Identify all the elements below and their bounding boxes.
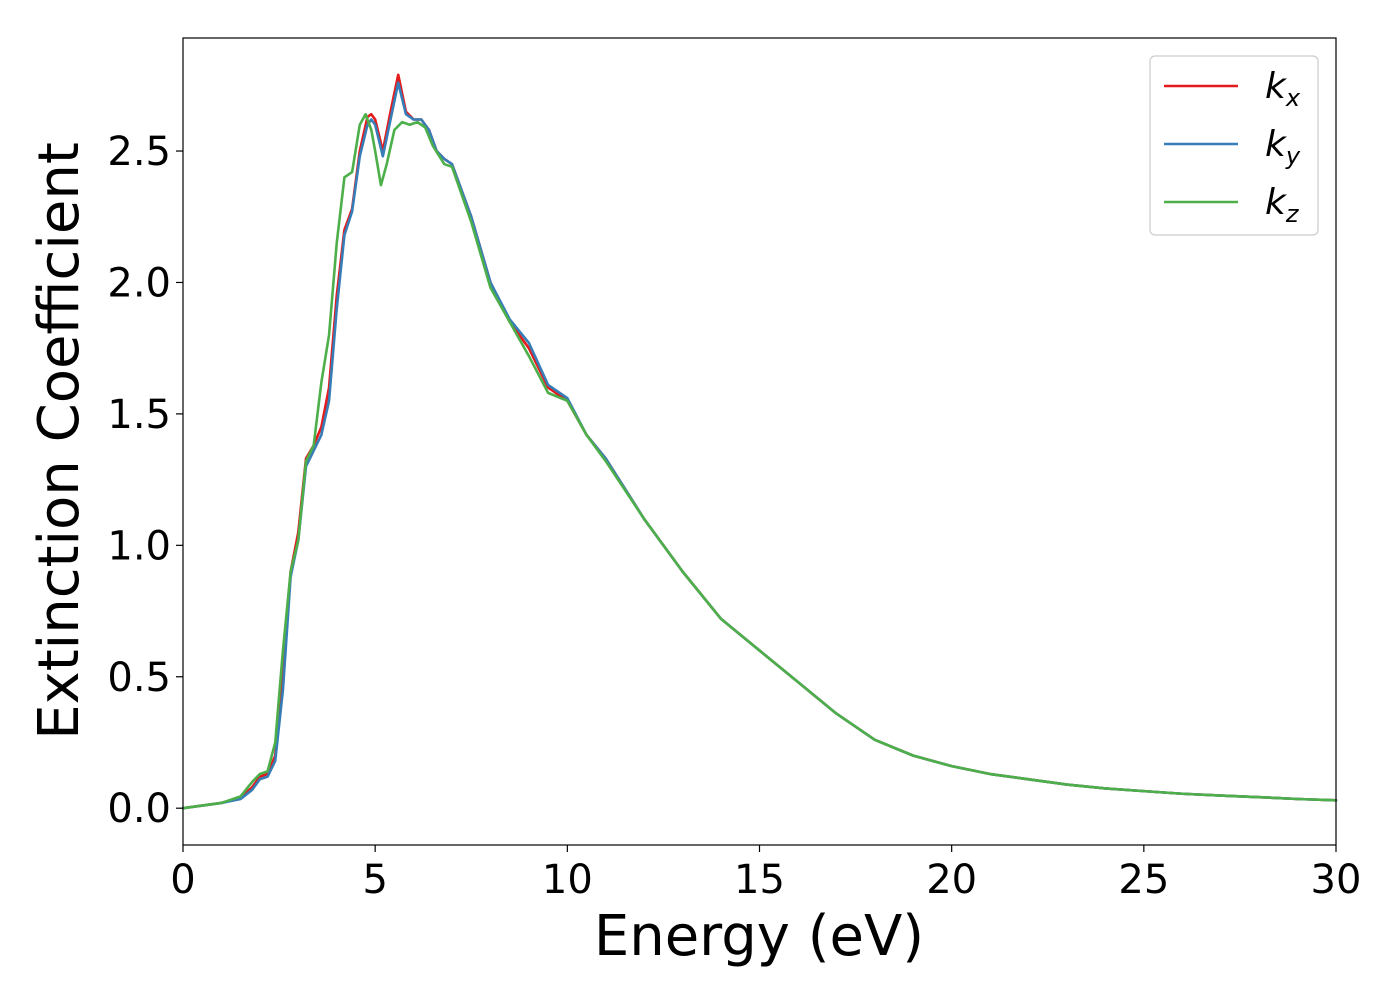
x-tick-label: 15 bbox=[734, 857, 785, 903]
x-tick-label: 10 bbox=[542, 857, 593, 903]
y-tick-label: 1.0 bbox=[107, 523, 171, 569]
x-tick-label: 20 bbox=[926, 857, 977, 903]
y-tick-label: 2.5 bbox=[107, 129, 171, 175]
x-tick-label: 0 bbox=[170, 857, 195, 903]
x-tick-label: 5 bbox=[362, 857, 387, 903]
y-tick-label: 1.5 bbox=[107, 392, 171, 438]
legend-box bbox=[1149, 55, 1319, 236]
x-axis-label: Energy (eV) bbox=[594, 904, 924, 969]
y-axis-ticks: 0.0 0.5 1.0 1.5 2.0 2.5 bbox=[107, 129, 183, 832]
x-tick-label: 30 bbox=[1311, 857, 1362, 903]
x-tick-label: 25 bbox=[1118, 857, 1169, 903]
y-axis-label: Extinction Coefficient bbox=[27, 142, 92, 740]
x-axis-ticks: 0 5 10 15 20 25 30 bbox=[170, 845, 1361, 903]
y-tick-label: 0.5 bbox=[107, 655, 171, 701]
y-tick-label: 0.0 bbox=[107, 786, 171, 832]
y-tick-label: 2.0 bbox=[107, 260, 171, 306]
series-line-z bbox=[181, 112, 1338, 810]
plot-lines bbox=[181, 73, 1338, 810]
